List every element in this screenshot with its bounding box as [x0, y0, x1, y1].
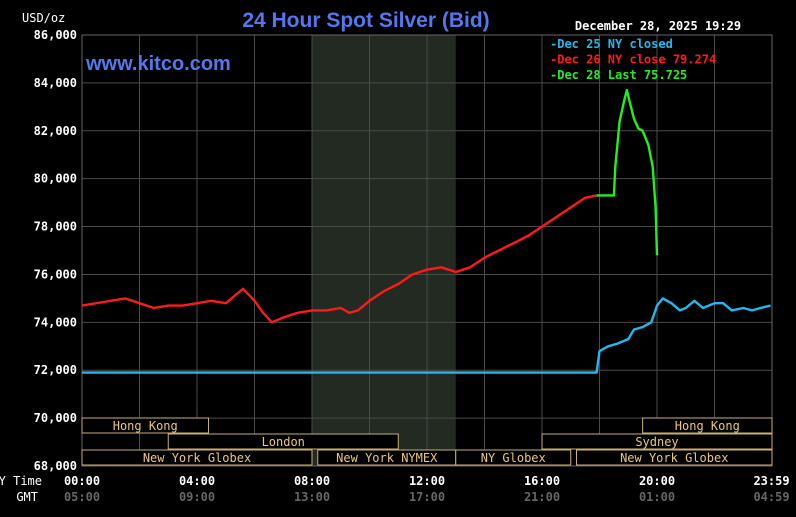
session-label: NY Globex [481, 451, 546, 465]
series-line-2 [81, 194, 597, 324]
y-tick-label: 82,000 [34, 124, 77, 138]
x-tick-label-gmt: 09:00 [179, 490, 215, 504]
session-label: New York Globex [143, 451, 251, 465]
y-tick-label: 76,000 [34, 267, 77, 281]
legend-entry: -Dec 25 NY closed [550, 37, 673, 51]
x-tick-label-gmt: 21:00 [524, 490, 560, 504]
chart-title: 24 Hour Spot Silver (Bid) [242, 9, 489, 32]
series-line-1 [82, 297, 771, 374]
timestamp: December 28, 2025 19:29 [575, 19, 741, 33]
y-axis-label: USD/oz [22, 11, 65, 25]
y-axis-ticks: 86,000 84,000 82,000 80,000 78,000 76,000 74,0… [34, 28, 77, 473]
x-axis-ticks: NY Time GMT 00:00 04:00 08:00 12:00 16:00 20:00… [0, 474, 790, 504]
session-box [642, 417, 773, 434]
session-box [167, 433, 399, 450]
y-tick-label: 72,000 [34, 363, 77, 377]
y-tick-label: 84,000 [34, 76, 77, 90]
series-line-3 [596, 88, 659, 256]
session-label: Hong Kong [113, 419, 178, 433]
session-box [541, 433, 773, 450]
x-row-label-ny: NY Time [0, 474, 42, 488]
x-tick-label-gmt: 05:00 [64, 490, 100, 504]
x-tick-label-ny: 20:00 [639, 474, 675, 488]
session-box [455, 449, 572, 466]
y-tick-label: 74,000 [34, 315, 77, 329]
market-sessions: Hong Kong Hong Kong London Sydney New York G… [81, 417, 773, 466]
session-label: Hong Kong [675, 419, 740, 433]
closed-market-shade [312, 35, 456, 466]
session-label: New York Globex [620, 451, 728, 465]
x-row-label-gmt: GMT [16, 490, 38, 504]
legend-entry: -Dec 26 NY close 79.274 [550, 53, 716, 67]
x-tick-label-ny: 04:00 [179, 474, 215, 488]
x-tick-label-gmt: 01:00 [639, 490, 675, 504]
y-tick-label: 78,000 [34, 220, 77, 234]
chart-legend: -Dec 25 NY closed -Dec 26 NY close 79.274… [550, 37, 716, 82]
x-tick-label-ny: 00:00 [64, 474, 100, 488]
session-box [81, 449, 313, 466]
x-tick-label-gmt: 13:00 [294, 490, 330, 504]
session-label: London [262, 435, 305, 449]
x-tick-label-ny: 12:00 [409, 474, 445, 488]
y-tick-label: 68,000 [34, 459, 77, 473]
x-tick-label-ny: 16:00 [524, 474, 560, 488]
y-tick-label: 80,000 [34, 172, 77, 186]
x-tick-label-ny: 23:59 [753, 474, 789, 488]
x-tick-label-ny: 08:00 [294, 474, 330, 488]
price-series [81, 88, 771, 374]
legend-entry: -Dec 28 Last 75.725 [550, 68, 687, 82]
x-tick-label-gmt: 17:00 [409, 490, 445, 504]
session-label: New York NYMEX [336, 451, 438, 465]
kitco-watermark: www.kitco.com [85, 53, 231, 75]
y-tick-label: 70,000 [34, 411, 77, 425]
x-tick-label-gmt: 04:59 [753, 490, 789, 504]
session-box [576, 449, 773, 466]
session-label: Sydney [635, 435, 678, 449]
session-box [81, 417, 209, 434]
y-tick-label: 86,000 [34, 28, 77, 42]
plot-frame [81, 34, 773, 467]
